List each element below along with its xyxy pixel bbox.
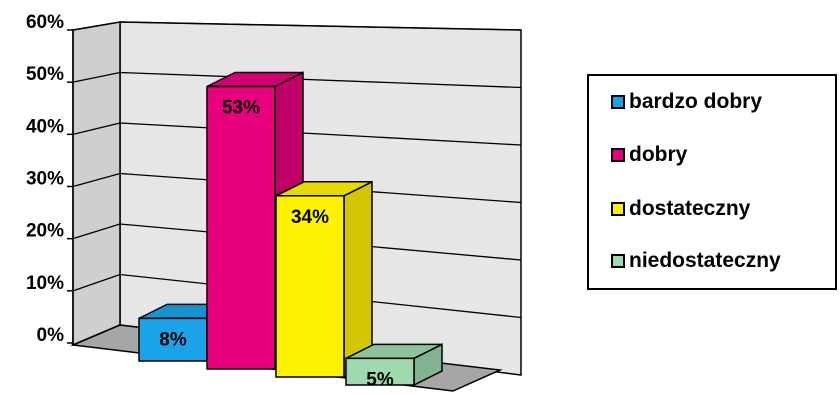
y-tick-label: 10%: [26, 273, 64, 294]
y-tick-label: 50%: [26, 64, 64, 85]
side-wall: [72, 21, 121, 347]
bar-front: [345, 357, 415, 386]
gridline: [72, 172, 522, 204]
legend-item-dostateczny: dostateczny: [611, 197, 750, 221]
gridline: [72, 223, 522, 261]
legend-swatch: [611, 95, 625, 109]
legend-label: niedostateczny: [629, 249, 781, 272]
legend-item-bardzo-dobry: bardzo dobry: [611, 90, 762, 114]
legend-label: dobry: [629, 143, 688, 166]
y-tick-label: 30%: [26, 169, 64, 190]
legend-label: bardzo dobry: [629, 90, 763, 113]
y-tick-label: 60%: [26, 12, 64, 33]
y-tick-label: 40%: [26, 116, 64, 137]
data-label: 8%: [159, 329, 187, 350]
legend: bardzo dobry dobry dostateczny niedostat…: [587, 74, 837, 290]
legend-item-niedostateczny: niedostateczny: [611, 249, 781, 273]
gridline: [72, 273, 522, 319]
legend-item-dobry: dobry: [611, 143, 687, 167]
gridline: [72, 71, 522, 89]
legend-label: dostateczny: [629, 197, 751, 220]
data-labels: 8% 53% 34% 5%: [159, 98, 394, 391]
data-label: 53%: [222, 98, 260, 119]
bar-front: [275, 195, 345, 378]
bar-front: [206, 85, 276, 370]
bar-3: [275, 180, 373, 379]
data-label: 34%: [291, 207, 329, 228]
gridline: [72, 21, 522, 31]
y-tick-label: 20%: [26, 221, 64, 242]
data-label: 5%: [366, 369, 394, 390]
legend-swatch: [611, 202, 625, 216]
y-axis-ticks: 0% 10% 20% 30% 40% 50% 60%: [26, 12, 74, 346]
bar-front: [138, 317, 208, 362]
legend-swatch: [611, 254, 625, 268]
gridline: [72, 122, 522, 146]
y-tick-label: 0%: [37, 325, 65, 346]
gridlines: [72, 21, 522, 319]
bars: [138, 71, 443, 387]
legend-swatch: [611, 148, 625, 162]
bar-4: [345, 343, 443, 387]
